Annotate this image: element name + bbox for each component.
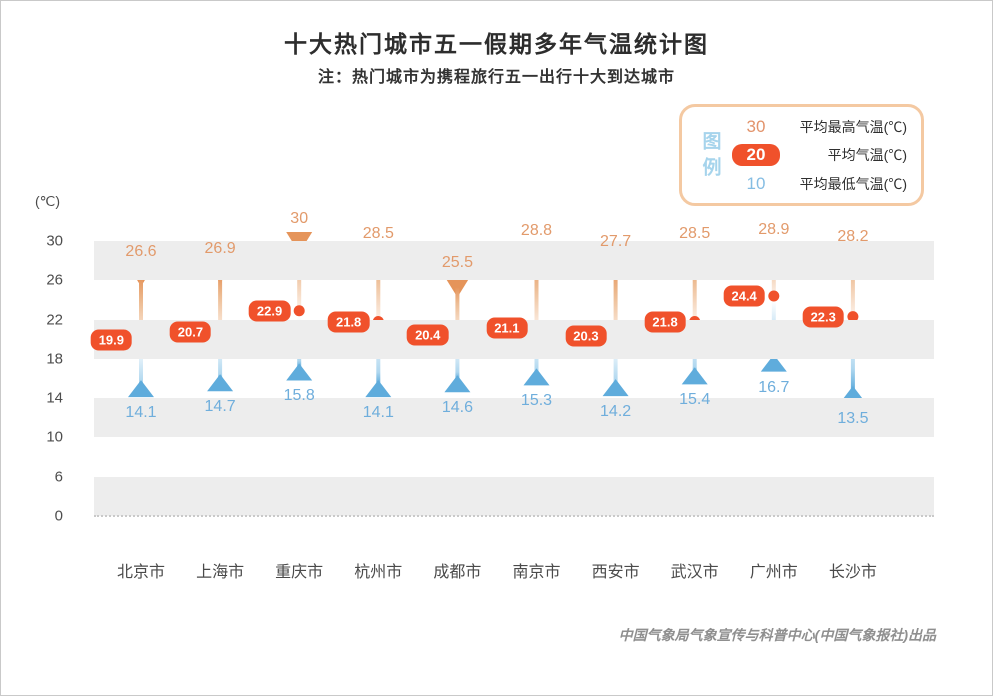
chart-title: 十大热门城市五一假期多年气温统计图 xyxy=(284,31,709,57)
city-marker xyxy=(523,243,550,516)
legend-rows: 30 平均最高气温(℃) 20 平均气温(℃) 10 平均最低气温(℃) xyxy=(722,109,907,201)
min-value-label: 16.7 xyxy=(758,378,790,396)
min-value-label: 14.7 xyxy=(204,398,236,416)
max-value-label: 28.5 xyxy=(362,224,394,242)
avg-value-badge: 19.9 xyxy=(90,329,132,351)
legend-item-min: 10 平均最低气温(℃) xyxy=(722,174,907,194)
max-arrow xyxy=(444,276,471,298)
legend-title: 图例 xyxy=(702,131,722,178)
city-label: 成都市 xyxy=(433,564,482,581)
y-tick-label: 6 xyxy=(54,468,63,486)
legend-min-value: 10 xyxy=(746,173,766,193)
city-label: 重庆市 xyxy=(275,564,324,581)
min-value-label: 14.2 xyxy=(600,403,632,421)
min-arrow xyxy=(760,354,787,372)
avg-value-badge: 21.1 xyxy=(486,317,528,339)
y-tick-label: 14 xyxy=(46,389,63,407)
y-tick-label: 30 xyxy=(46,232,63,250)
min-value-label: 15.3 xyxy=(520,392,553,410)
y-tick-label: 10 xyxy=(46,428,63,446)
range-stem xyxy=(771,253,776,359)
avg-value-badge: 22.9 xyxy=(248,300,291,322)
avg-value-badge: 22.3 xyxy=(802,306,844,328)
max-value-label: 27.7 xyxy=(600,232,632,250)
y-tick-label: 18 xyxy=(46,350,63,368)
min-arrow xyxy=(523,368,550,386)
city-marker xyxy=(365,246,392,516)
y-tick-label: 22 xyxy=(46,311,63,329)
min-value-label: 15.8 xyxy=(283,387,315,405)
avg-dot xyxy=(847,311,859,323)
legend-box: 图例 30 平均最高气温(℃) 20 平均气温(℃) 10 平均最低气温(℃) xyxy=(679,104,924,206)
city-label: 上海市 xyxy=(196,564,245,581)
min-arrow xyxy=(681,367,708,385)
min-value-label: 13.5 xyxy=(837,410,869,428)
max-value-label: 28.9 xyxy=(758,220,790,238)
avg-value-badge: 21.8 xyxy=(327,311,370,333)
min-arrow xyxy=(444,375,471,393)
y-axis-unit-label: (℃) xyxy=(35,193,61,209)
avg-dot xyxy=(768,290,780,302)
attribution: 中国气象局气象宣传与科普中心(中国气象报社)出品 xyxy=(618,627,936,643)
avg-value-badge: 20.3 xyxy=(565,325,607,347)
min-arrow xyxy=(365,380,392,398)
grid-band xyxy=(94,241,934,281)
avg-value-badge: 21.8 xyxy=(644,311,686,333)
city-label: 长沙市 xyxy=(828,564,877,581)
grid-band xyxy=(94,398,934,438)
city-label: 南京市 xyxy=(512,564,561,581)
range-stem xyxy=(534,254,539,373)
max-value-label: 26.6 xyxy=(125,243,157,261)
legend-avg-label: 平均气温(℃) xyxy=(827,147,907,163)
y-tick-label: 0 xyxy=(54,507,63,525)
city-label: 广州市 xyxy=(749,564,798,581)
city-label: 杭州市 xyxy=(354,564,403,581)
max-value-label: 28.8 xyxy=(520,221,553,239)
city-marker xyxy=(681,246,708,516)
legend-avg-badge: 20 xyxy=(722,144,790,166)
min-arrow xyxy=(286,363,313,381)
legend-min-label: 平均最低气温(℃) xyxy=(799,175,907,192)
chart-subtitle: 注：热门城市为携程旅行五一出行十大到达城市 xyxy=(317,69,675,86)
y-tick-label: 26 xyxy=(46,271,63,289)
min-arrow xyxy=(207,374,234,392)
avg-value-badge: 20.7 xyxy=(169,321,212,343)
range-stem xyxy=(692,257,697,372)
min-value-label: 14.1 xyxy=(362,404,394,422)
x-axis-baseline xyxy=(94,514,934,517)
city-label: 西安市 xyxy=(591,564,640,581)
city-label: 北京市 xyxy=(116,564,166,581)
legend-item-avg: 20 平均气温(℃) xyxy=(722,144,907,166)
max-value-label: 30 xyxy=(290,210,309,227)
min-value-label: 14.6 xyxy=(441,399,473,417)
grid-band xyxy=(94,476,934,516)
legend-max-value: 30 xyxy=(746,116,766,136)
max-value-label: 28.2 xyxy=(837,227,869,245)
avg-dot xyxy=(293,305,305,317)
min-arrow xyxy=(602,379,629,397)
max-value-label: 28.5 xyxy=(679,224,711,242)
min-value-label: 15.4 xyxy=(679,391,711,409)
max-value-label: 26.9 xyxy=(204,240,236,258)
max-value-label: 25.5 xyxy=(441,254,473,272)
avg-value-badge: 20.4 xyxy=(407,324,449,346)
min-value-label: 14.1 xyxy=(125,404,157,422)
legend-max-label: 平均最高气温(℃) xyxy=(799,118,907,135)
avg-value-badge: 24.4 xyxy=(723,285,765,307)
legend-item-max: 30 平均最高气温(℃) xyxy=(722,117,907,137)
legend-avg-value: 20 xyxy=(732,144,780,166)
city-label: 武汉市 xyxy=(670,564,719,581)
min-arrow xyxy=(128,380,154,398)
